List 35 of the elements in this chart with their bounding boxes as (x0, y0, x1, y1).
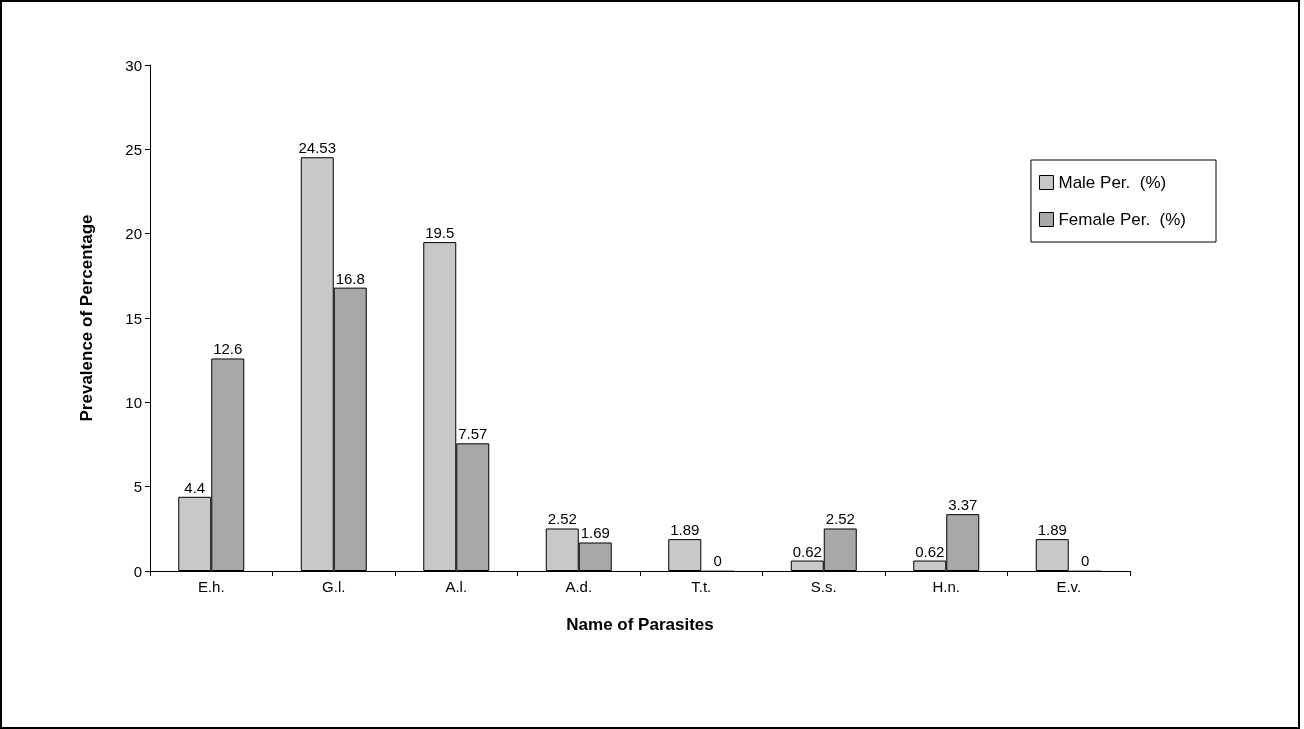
y-axis-title: Prevalence of Percentage (77, 214, 96, 422)
x-tick-label: A.l. (445, 578, 468, 595)
x-tick-label: H.n. (932, 578, 961, 595)
data-label: 1.89 (1037, 521, 1067, 539)
y-tick-label: 10 (125, 393, 142, 411)
data-label: 0.62 (915, 542, 945, 560)
y-tick-label: 15 (125, 309, 142, 327)
x-tick-label: S.s. (810, 578, 837, 595)
data-label: 7.57 (458, 425, 488, 443)
y-tick-label: 20 (125, 225, 142, 243)
x-tick-label: T.t. (691, 578, 712, 595)
data-label: 0 (713, 552, 722, 569)
x-tick-label: E.v. (1056, 578, 1082, 595)
x-tick-label: A.d. (565, 578, 593, 595)
data-label: 1.69 (580, 524, 610, 542)
x-tick-label: E.h. (197, 578, 225, 595)
data-label: 3.37 (948, 496, 978, 514)
data-label: 12.6 (213, 340, 243, 358)
data-label: 19.5 (425, 224, 455, 242)
data-label: 0.62 (792, 542, 822, 560)
data-label: 16.8 (335, 269, 365, 287)
data-label: 1.89 (670, 521, 700, 539)
y-tick-label: 0 (133, 562, 142, 580)
data-label: 4.4 (184, 478, 206, 496)
data-label: 2.52 (547, 510, 577, 528)
y-tick-label: 5 (133, 478, 142, 496)
legend-label: Female Per. (%) (1058, 210, 1187, 229)
data-label: 2.52 (825, 510, 855, 528)
x-axis-title: Name of Parasites (566, 615, 714, 634)
legend-label: Male Per. (%) (1058, 173, 1167, 192)
x-tick-label: G.l. (322, 578, 346, 595)
data-label: 24.53 (298, 139, 337, 157)
y-tick-label: 25 (125, 140, 142, 158)
y-tick-label: 30 (125, 56, 142, 74)
data-label: 0 (1081, 552, 1090, 569)
